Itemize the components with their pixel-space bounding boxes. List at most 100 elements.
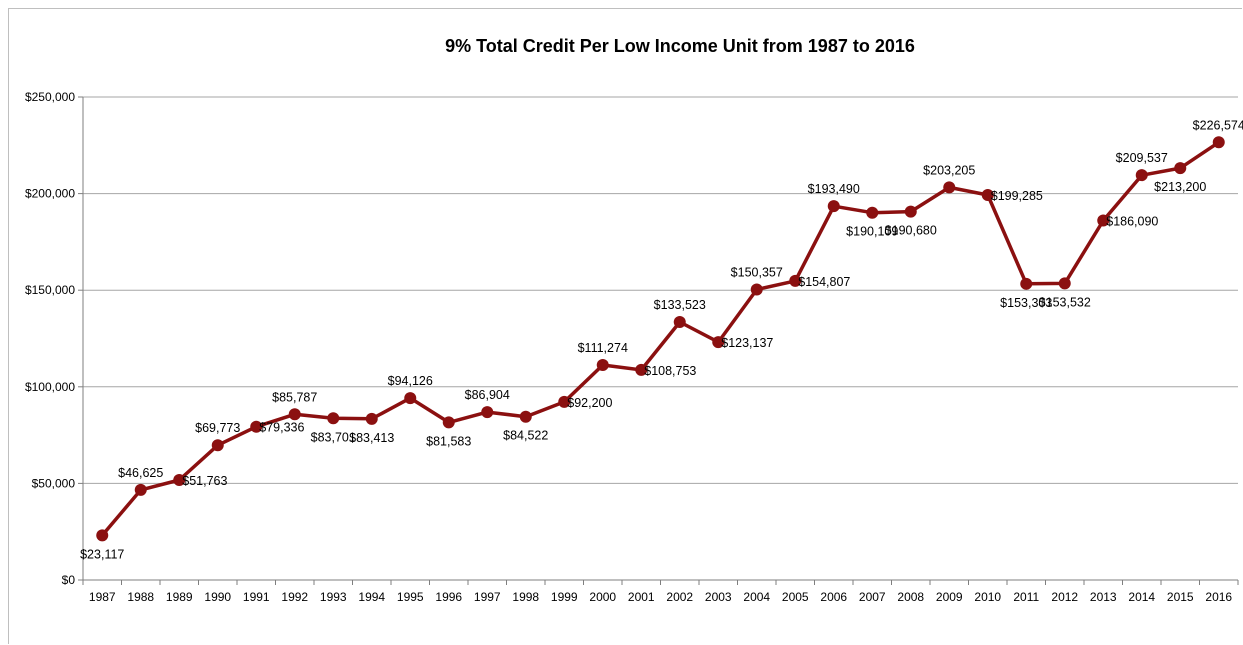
data-point — [365, 412, 378, 425]
data-point — [635, 363, 648, 376]
data-label: $153,303 — [1000, 296, 1052, 310]
data-label: $226,574 — [1193, 118, 1243, 132]
data-label: $154,807 — [798, 275, 850, 289]
data-point — [596, 359, 609, 372]
data-point — [1097, 214, 1110, 227]
x-tick-label: 1995 — [397, 590, 424, 604]
data-point — [1212, 136, 1225, 149]
data-label: $150,357 — [731, 266, 783, 280]
series-line — [100, 140, 1220, 537]
x-tick-label: 1994 — [358, 590, 385, 604]
data-label: $209,537 — [1116, 151, 1168, 165]
x-tick-label: 1991 — [243, 590, 270, 604]
data-point — [1174, 162, 1187, 175]
data-point — [96, 529, 109, 542]
data-label: $111,274 — [578, 341, 628, 355]
y-tick-label: $250,000 — [25, 90, 75, 104]
x-tick-label: 2009 — [936, 590, 963, 604]
data-label: $203,205 — [923, 163, 975, 177]
data-point — [404, 392, 417, 405]
data-point — [558, 395, 571, 408]
data-label: $190,109 — [846, 225, 898, 239]
data-point — [943, 181, 956, 194]
x-tick-label: 1998 — [512, 590, 539, 604]
data-label: $81,583 — [426, 434, 471, 448]
data-point — [288, 408, 301, 421]
data-point — [981, 188, 994, 201]
data-label: $193,490 — [808, 182, 860, 196]
chart-frame — [8, 8, 1242, 644]
gridlines — [83, 96, 1238, 484]
data-label: $190,680 — [885, 224, 937, 238]
data-point — [519, 410, 532, 423]
data-label: $23,117 — [80, 547, 124, 561]
x-tick-label: 1997 — [474, 590, 501, 604]
data-point — [1135, 169, 1148, 182]
data-label: $199,285 — [991, 189, 1043, 203]
y-tick-label: $100,000 — [25, 380, 75, 394]
x-tick-label: 1992 — [281, 590, 308, 604]
data-point — [827, 200, 840, 213]
data-point — [1020, 277, 1033, 290]
data-point — [750, 283, 763, 296]
data-label: $108,753 — [644, 364, 696, 378]
data-label: $133,523 — [654, 298, 706, 312]
data-label: $83,413 — [349, 431, 394, 445]
x-tick-label: 1996 — [435, 590, 462, 604]
x-tick-label: 2012 — [1051, 590, 1078, 604]
data-labels: $23,117 $46,625 $51,763 $69,773 $79,336 $85,7… — [80, 118, 1243, 561]
data-label: $94,126 — [388, 374, 433, 388]
x-tick-label: 2006 — [820, 590, 847, 604]
data-label: $85,787 — [272, 390, 317, 404]
x-tick-label: 1988 — [127, 590, 154, 604]
data-label: $51,763 — [182, 474, 227, 488]
x-tick-label: 1989 — [166, 590, 193, 604]
data-point — [673, 316, 686, 329]
chart-title: 9% Total Credit Per Low Income Unit from… — [445, 36, 915, 56]
data-point — [211, 439, 224, 452]
data-label: $86,904 — [465, 388, 510, 402]
y-tick-label: $50,000 — [32, 476, 76, 490]
x-tick-label: 2008 — [897, 590, 924, 604]
x-tick-label: 2011 — [1013, 590, 1039, 604]
data-label: $69,773 — [195, 421, 240, 435]
data-label: $92,200 — [567, 396, 612, 410]
x-tick-label: 2007 — [859, 590, 886, 604]
data-label: $46,625 — [118, 466, 163, 480]
data-label: $123,137 — [721, 336, 773, 350]
y-tick-label: $200,000 — [25, 187, 75, 201]
x-tick-label: 2010 — [974, 590, 1001, 604]
x-tick-label: 1993 — [320, 590, 347, 604]
x-tick-label: 1990 — [204, 590, 231, 604]
y-tick-label: $150,000 — [25, 283, 75, 297]
x-tick-label: 1999 — [551, 590, 578, 604]
x-tick-label: 2000 — [589, 590, 616, 604]
data-label: $213,200 — [1154, 180, 1206, 194]
data-point — [173, 473, 186, 486]
x-tick-label: 1987 — [89, 590, 116, 604]
data-point — [327, 412, 340, 425]
data-point — [789, 274, 802, 287]
data-point — [134, 483, 147, 496]
data-point — [712, 336, 725, 349]
y-tick-label: $0 — [62, 573, 76, 587]
x-tick-label: 2014 — [1128, 590, 1155, 604]
data-point — [442, 416, 455, 429]
series-line-layer — [100, 140, 1220, 537]
axes: $0 $50,000 $100,000 $150,000 $200,000 $250,00… — [25, 90, 1239, 604]
x-tick-label: 2003 — [705, 590, 732, 604]
data-label: $153,532 — [1039, 295, 1091, 309]
data-point — [1058, 277, 1071, 290]
data-point — [481, 406, 494, 419]
x-tick-label: 2002 — [666, 590, 693, 604]
data-label: $83,701 — [311, 430, 356, 444]
x-tick-label: 2001 — [628, 590, 655, 604]
data-label: $186,090 — [1106, 214, 1158, 228]
data-point — [250, 420, 263, 433]
x-tick-label: 2005 — [782, 590, 809, 604]
x-tick-label: 2015 — [1167, 590, 1194, 604]
x-tick-label: 2013 — [1090, 590, 1117, 604]
x-tick-label: 2016 — [1205, 590, 1232, 604]
data-point — [866, 206, 879, 219]
